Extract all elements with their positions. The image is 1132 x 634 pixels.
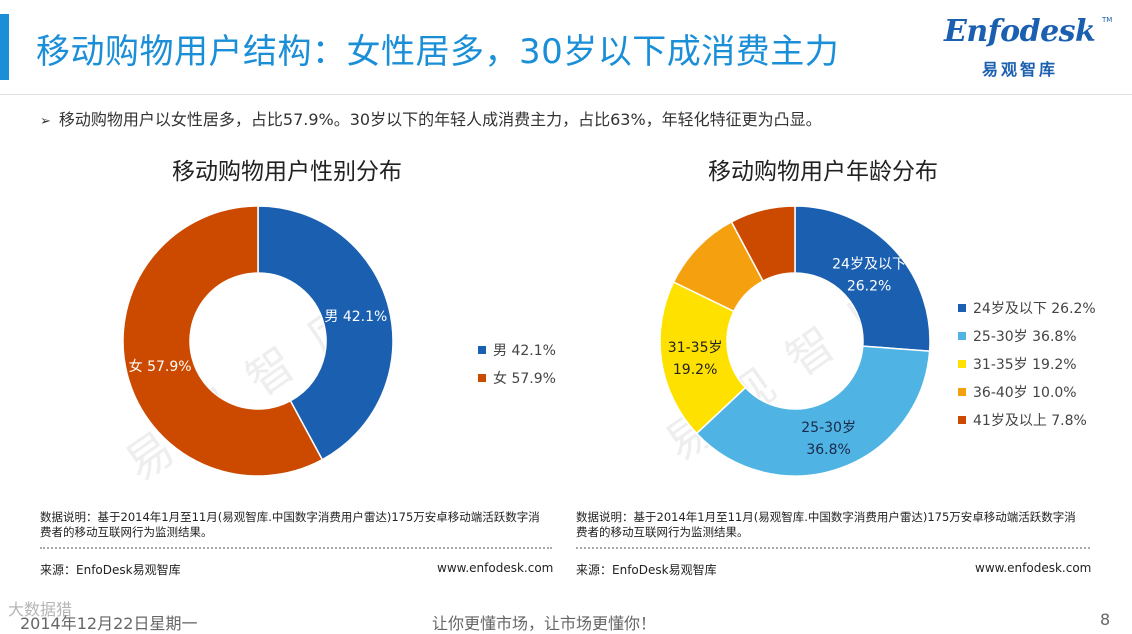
age-legend-item-2: 31-35岁 19.2% bbox=[958, 350, 1096, 378]
age-legend-swatch-3 bbox=[958, 388, 966, 396]
source-left: 来源：EnfoDesk易观智库 bbox=[40, 563, 181, 577]
gender-legend-label-0: 男 42.1% bbox=[493, 343, 556, 359]
age-data-label-1-line2: 36.8% bbox=[806, 442, 850, 458]
note-divider-left bbox=[40, 547, 552, 549]
age-legend-label-3: 36-40岁 10.0% bbox=[973, 385, 1077, 401]
data-note-right: 数据说明：基于2014年1月至11月(易观智库.中国数字消费用户雷达)175万安… bbox=[576, 510, 1076, 539]
age-legend-item-3: 36-40岁 10.0% bbox=[958, 378, 1096, 406]
age-data-label-1-line1: 25-30岁 bbox=[801, 420, 856, 436]
age-legend-label-0: 24岁及以下 26.2% bbox=[973, 301, 1096, 317]
gender-legend-swatch-1 bbox=[478, 374, 486, 382]
age-data-label-2-line2: 19.2% bbox=[673, 362, 717, 378]
gender-legend: 男 42.1% 女 57.9% bbox=[478, 336, 556, 392]
age-legend-swatch-1 bbox=[958, 332, 966, 340]
gender-donut-slice-1 bbox=[122, 205, 324, 477]
source-right: 来源：EnfoDesk易观智库 bbox=[576, 563, 717, 577]
gender-legend-swatch-0 bbox=[478, 346, 486, 354]
corner-watermark: 大数据猎 bbox=[8, 600, 73, 619]
header-divider bbox=[0, 94, 1132, 95]
age-legend-swatch-2 bbox=[958, 360, 966, 368]
age-data-label-0-line1: 24岁及以下 bbox=[832, 256, 906, 272]
data-note-left: 数据说明：基于2014年1月至11月(易观智库.中国数字消费用户雷达)175万安… bbox=[40, 510, 540, 539]
summary-bullet: ➢ 移动购物用户以女性居多，占比57.9%。30岁以下的年轻人成消费主力，占比63… bbox=[40, 106, 822, 130]
title-accent-bar bbox=[0, 14, 9, 80]
gender-legend-label-1: 女 57.9% bbox=[493, 371, 556, 387]
age-legend-label-2: 31-35岁 19.2% bbox=[973, 357, 1077, 373]
site-link-left[interactable]: www.enfodesk.com bbox=[437, 561, 554, 575]
enfodesk-logo: Enfodesk TM 易观智库 bbox=[944, 14, 1114, 84]
age-legend-swatch-0 bbox=[958, 304, 966, 312]
page-title: 移动购物用户结构：女性居多，30岁以下成消费主力 bbox=[36, 32, 840, 72]
bullet-arrow-icon: ➢ bbox=[40, 114, 51, 129]
age-legend-item-0: 24岁及以下 26.2% bbox=[958, 294, 1096, 322]
gender-donut-slice-0 bbox=[257, 205, 394, 461]
age-legend-label-4: 41岁及以上 7.8% bbox=[973, 413, 1087, 429]
age-legend-swatch-4 bbox=[958, 416, 966, 424]
gender-legend-item-1: 女 57.9% bbox=[478, 364, 556, 392]
age-donut-slice-4 bbox=[730, 205, 796, 283]
logo-wordmark: Enfodesk bbox=[944, 14, 1096, 49]
age-legend-item-1: 25-30岁 36.8% bbox=[958, 322, 1096, 350]
page-number: 8 bbox=[1100, 610, 1111, 629]
age-data-label-2-line1: 31-35岁 bbox=[668, 340, 723, 356]
age-donut-slice-0 bbox=[794, 205, 931, 352]
gender-legend-item-0: 男 42.1% bbox=[478, 336, 556, 364]
summary-text: 移动购物用户以女性居多，占比57.9%。30岁以下的年轻人成消费主力，占比63%… bbox=[58, 110, 822, 129]
logo-chinese-name: 易观智库 bbox=[982, 60, 1059, 79]
gender-data-label-0: 男 42.1% bbox=[324, 309, 387, 325]
age-legend: 24岁及以下 26.2% 25-30岁 36.8% 31-35岁 19.2% 36-4… bbox=[958, 294, 1096, 434]
footer-slogan: 让你更懂市场，让市场更懂你！ bbox=[432, 614, 657, 633]
age-data-label-0-line2: 26.2% bbox=[847, 278, 891, 294]
note-divider-right bbox=[576, 547, 1090, 549]
gender-chart-title: 移动购物用户性别分布 bbox=[172, 159, 402, 185]
age-donut-slice-2 bbox=[659, 280, 747, 435]
footer-date: 2014年12月22日星期一 bbox=[20, 614, 198, 633]
age-legend-label-1: 25-30岁 36.8% bbox=[973, 329, 1077, 345]
age-chart-title: 移动购物用户年龄分布 bbox=[708, 159, 938, 185]
age-legend-item-4: 41岁及以上 7.8% bbox=[958, 406, 1096, 434]
age-donut-slice-1 bbox=[695, 345, 931, 477]
gender-data-label-1: 女 57.9% bbox=[129, 358, 192, 375]
logo-trademark: TM bbox=[1102, 16, 1113, 24]
site-link-right[interactable]: www.enfodesk.com bbox=[975, 561, 1092, 575]
